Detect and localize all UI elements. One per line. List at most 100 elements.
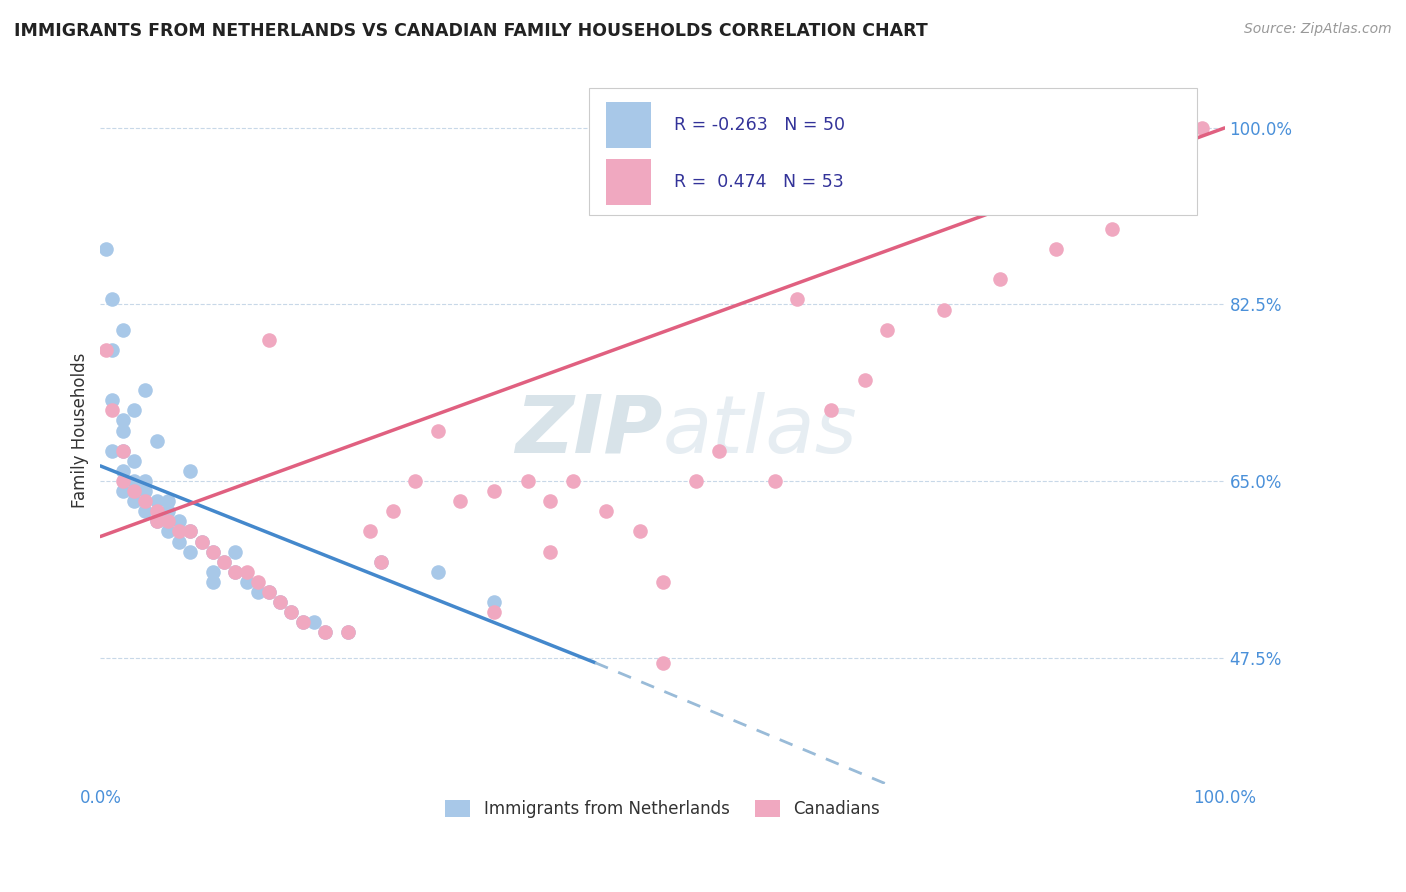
Point (111, 474, 134, 488)
Text: R =  0.474   N = 53: R = 0.474 N = 53 (673, 173, 844, 191)
Point (257, 585, 280, 599)
Point (145, 515, 167, 529)
Point (336, 625, 359, 640)
Point (167, 515, 190, 529)
Point (201, 574, 224, 589)
Point (122, 484, 145, 499)
Point (426, 424, 449, 438)
Point (482, 484, 505, 499)
Point (145, 515, 167, 529)
Point (336, 625, 359, 640)
Point (651, 656, 673, 670)
Point (1157, 171, 1180, 186)
Point (201, 544, 224, 558)
Point (100, 443, 122, 458)
Point (156, 515, 179, 529)
Point (404, 474, 426, 488)
Point (156, 524, 179, 539)
Point (269, 595, 291, 609)
Point (179, 464, 201, 478)
Point (156, 504, 179, 518)
Text: ZIP: ZIP (515, 392, 662, 469)
Point (122, 484, 145, 499)
Text: atlas: atlas (662, 392, 858, 469)
Point (763, 474, 786, 488)
Point (516, 474, 538, 488)
Point (314, 625, 336, 640)
Point (482, 605, 505, 619)
Point (122, 474, 145, 488)
Point (100, 403, 122, 417)
Point (707, 443, 730, 458)
Point (1101, 221, 1123, 235)
Point (257, 333, 280, 347)
Point (269, 595, 291, 609)
Point (685, 474, 707, 488)
Point (212, 555, 235, 569)
Point (876, 323, 898, 337)
Point (538, 544, 561, 558)
Point (1191, 120, 1213, 135)
Point (145, 434, 167, 448)
Point (100, 293, 122, 307)
Point (179, 544, 201, 558)
Text: R = -0.263   N = 50: R = -0.263 N = 50 (673, 116, 845, 134)
Point (291, 615, 314, 630)
Point (257, 585, 280, 599)
Point (100, 343, 122, 357)
Point (246, 585, 269, 599)
Point (224, 565, 246, 579)
Bar (606, 159, 651, 204)
Point (190, 534, 212, 549)
Point (224, 565, 246, 579)
Point (201, 565, 224, 579)
Point (820, 403, 842, 417)
Point (988, 272, 1011, 286)
Point (482, 595, 505, 609)
Point (449, 494, 471, 508)
Point (122, 403, 145, 417)
Point (651, 574, 673, 589)
Point (370, 555, 392, 569)
Point (134, 474, 156, 488)
Point (853, 373, 876, 387)
Point (201, 544, 224, 558)
Point (134, 383, 156, 397)
Point (145, 494, 167, 508)
Point (370, 555, 392, 569)
Point (94, 242, 117, 256)
Point (111, 413, 134, 427)
Point (426, 565, 449, 579)
Text: IMMIGRANTS FROM NETHERLANDS VS CANADIAN FAMILY HOUSEHOLDS CORRELATION CHART: IMMIGRANTS FROM NETHERLANDS VS CANADIAN … (14, 22, 928, 40)
Point (786, 293, 808, 307)
Legend: Immigrants from Netherlands, Canadians: Immigrants from Netherlands, Canadians (439, 793, 886, 825)
Point (628, 524, 651, 539)
Point (246, 574, 269, 589)
Point (538, 494, 561, 508)
Point (1045, 242, 1067, 256)
Point (134, 494, 156, 508)
Point (314, 625, 336, 640)
Point (280, 605, 302, 619)
Point (561, 474, 583, 488)
Point (190, 534, 212, 549)
Point (111, 484, 134, 499)
Y-axis label: Family Households: Family Households (72, 353, 89, 508)
Point (595, 504, 617, 518)
Point (94, 343, 117, 357)
Point (235, 574, 257, 589)
Point (302, 615, 325, 630)
Point (167, 534, 190, 549)
Point (381, 504, 404, 518)
Point (179, 524, 201, 539)
Point (156, 494, 179, 508)
Point (111, 323, 134, 337)
Point (134, 484, 156, 499)
Point (145, 504, 167, 518)
Point (111, 464, 134, 478)
Point (111, 424, 134, 438)
Point (111, 443, 134, 458)
Bar (606, 103, 651, 148)
Text: Source: ZipAtlas.com: Source: ZipAtlas.com (1244, 22, 1392, 37)
Point (100, 393, 122, 408)
